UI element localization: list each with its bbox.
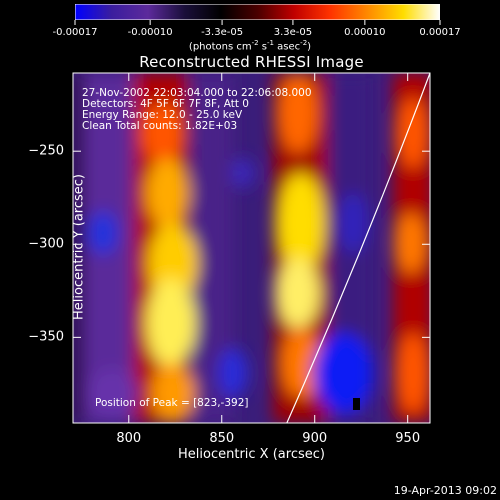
colorbar-tick-label: -0.00017 (52, 27, 98, 38)
x-tick-label: 950 (395, 431, 421, 446)
y-tick-label: −300 (28, 236, 64, 252)
peak-position: Position of Peak = [823,-392] (95, 397, 249, 409)
x-tick-label: 900 (302, 431, 328, 446)
timestamp: 19-Apr-2013 09:02 (393, 484, 497, 497)
heatmap-image (73, 73, 430, 423)
colorbar-unit: (photons cm-2 s-1 asec-2) (188, 39, 312, 53)
plot-area: 27-Nov-2002 22:03:04.000 to 22:06:08.000… (73, 73, 430, 423)
x-axis-label: Heliocentric X (arcsec) (178, 447, 325, 462)
y-tick-label: −350 (28, 329, 64, 345)
colorbar-tick-label: -0.00010 (127, 27, 173, 38)
info-block: 27-Nov-2002 22:03:04.000 to 22:06:08.000… (82, 88, 312, 132)
info-detectors: Detectors: 4F 5F 6F 7F 8F, Att 0 (82, 98, 249, 110)
info-time: 27-Nov-2002 22:03:04.000 to 22:06:08.000 (82, 87, 312, 99)
colorbar-tick-label: 0.00017 (419, 27, 461, 38)
chart-title: Reconstructed RHESSI Image (139, 53, 364, 71)
info-energy: Energy Range: 12.0 - 25.0 keV (82, 109, 243, 121)
x-tick-label: 850 (209, 431, 235, 446)
colorbar-tick-label: 0.00010 (344, 27, 386, 38)
y-axis-label: Heliocentric Y (arcsec) (71, 174, 87, 320)
colorbar-tick-label: 3.3e-05 (273, 27, 313, 38)
info-clean: Clean Total counts: 1.82E+03 (82, 120, 238, 132)
limb-line (286, 73, 430, 423)
colorbar-tick-label: -3.3e-05 (201, 27, 244, 38)
x-tick-label: 800 (116, 431, 142, 446)
y-tick-label: −250 (28, 143, 64, 159)
